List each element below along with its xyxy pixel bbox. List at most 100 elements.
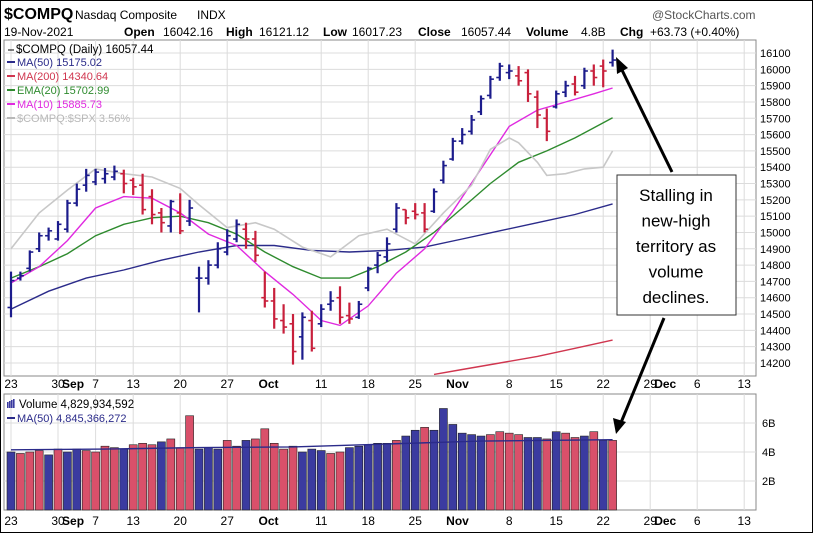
price-candles [7, 49, 617, 365]
date-tick-label: Oct [259, 514, 279, 528]
date-tick-label: 13 [127, 377, 141, 391]
date-tick-label: Sep [62, 514, 84, 528]
volume-bar [580, 435, 589, 511]
volume-bar [72, 448, 82, 511]
volume-bar [100, 445, 110, 511]
annotation-line: Stalling in [639, 186, 713, 205]
volume-bar [335, 451, 345, 511]
date-tick-label: 7 [92, 514, 99, 528]
volume-bar [523, 437, 533, 511]
volume-bar [467, 434, 476, 511]
volume-bar [429, 429, 439, 511]
high-label: High [226, 25, 253, 39]
annotation-text: Stalling in new-high territory as volume dec… [636, 186, 716, 307]
price-candle [477, 95, 485, 116]
price-tick-label: 15700 [760, 113, 791, 125]
date-tick-label: 23 [4, 377, 18, 391]
price-candle [63, 199, 71, 233]
legend-entry: MA(50) 4,845,366,272 [17, 413, 126, 425]
price-candle [458, 128, 466, 145]
index-name: Nasdaq Composite [75, 8, 177, 22]
price-candle [505, 64, 513, 80]
volume-bar [34, 450, 44, 511]
volume-bar [495, 431, 505, 511]
price-candle [204, 260, 212, 285]
price-candle [336, 286, 344, 324]
chg-label: Chg [620, 25, 643, 39]
date-tick-label: 27 [221, 377, 235, 391]
volume-ma-line [10, 439, 613, 451]
price-tick-label: 15600 [760, 130, 791, 142]
volume-bar [251, 438, 260, 511]
date-tick-label: Dec [654, 377, 676, 391]
arrow-to-price [618, 65, 674, 173]
price-candle [242, 222, 250, 249]
price-candle [35, 232, 43, 253]
volume-bar [608, 440, 617, 511]
date-tick-label: 8 [506, 377, 513, 391]
arrowhead-volume [613, 418, 626, 434]
price-candle [298, 312, 306, 360]
price-tick-label: 15100 [760, 211, 791, 223]
legend-entry: MA(50) 15175.02 [17, 57, 102, 69]
price-tick-label: 16100 [760, 48, 791, 60]
open-value: 16042.16 [163, 25, 213, 39]
volume-bar [288, 445, 298, 511]
price-candle [421, 203, 429, 233]
date-tick-label: 18 [362, 514, 376, 528]
volume-bar [476, 435, 486, 511]
volume-bar [457, 432, 467, 511]
volume-bar [373, 442, 382, 511]
date-tick-label: 22 [597, 377, 611, 391]
price-candle [524, 69, 532, 102]
price-candle [468, 115, 476, 135]
price-candle [609, 49, 617, 67]
price-candle [580, 67, 588, 89]
date-tick-label: 25 [409, 514, 423, 528]
price-candle [411, 203, 419, 220]
volume-bar [570, 437, 580, 511]
arrowhead-price [616, 57, 628, 74]
price-axis: 14200 14300 14400 14500 14600 14700 14800 14900… [760, 48, 791, 370]
price-candle [383, 237, 391, 262]
price-tick-label: 15900 [760, 81, 791, 93]
price-candle [599, 59, 607, 88]
price-candle [280, 304, 288, 334]
volume-bar [504, 432, 514, 511]
volume-bar [392, 440, 401, 511]
date-tick-label: 29 [644, 377, 658, 391]
date-tick-label: 11 [315, 514, 328, 528]
volume-bar [241, 440, 251, 511]
price-candle [233, 219, 241, 243]
date-tick-label: 20 [174, 377, 188, 391]
price-candle [345, 302, 353, 324]
date-tick-label: 6 [694, 514, 701, 528]
date-tick-label: 18 [362, 377, 376, 391]
annotation-box [616, 174, 737, 316]
price-candle [590, 64, 598, 86]
date-tick-label: 22 [597, 514, 611, 528]
volume-bar [420, 427, 429, 511]
annotation-line: volume [649, 263, 704, 282]
price-chart-title: $COMPQ (Daily) 16057.44 [16, 44, 154, 56]
volume-bar [260, 428, 270, 511]
volume-bar [128, 444, 138, 511]
date-tick-label: 11 [315, 377, 328, 391]
price-tick-label: 14400 [760, 325, 791, 337]
volume-bar [363, 444, 373, 511]
date-tick-label: 13 [738, 514, 752, 528]
overlay-line [433, 339, 613, 376]
price-tick-label: 14600 [760, 293, 791, 305]
volume-bar [598, 440, 608, 511]
overlay-line [10, 117, 613, 279]
date-tick-label: 13 [127, 514, 141, 528]
volume-bar [91, 451, 100, 511]
price-tick-label: 15800 [760, 97, 791, 109]
price-candle [45, 227, 53, 241]
volume-bar [307, 448, 317, 511]
date-tick-label: Nov [446, 514, 469, 528]
price-candle [110, 165, 118, 181]
price-candle [251, 230, 259, 262]
